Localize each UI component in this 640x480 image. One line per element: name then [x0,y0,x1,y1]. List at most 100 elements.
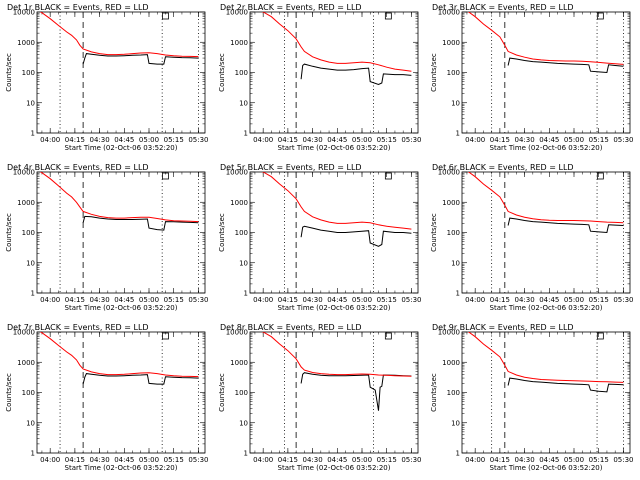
series-group [467,332,624,393]
chart-title: Det 8r BLACK = Events, RED = LLD [220,323,362,332]
x-tick-label: 04:15 [278,456,298,464]
y-axis-label: Counts/sec [5,213,13,252]
y-tick-label: 1000 [442,39,460,47]
x-tick-label: 04:15 [65,456,85,464]
square-marker [596,332,604,340]
y-tick-label: 10 [451,99,460,107]
x-axis-label: Start Time (02-Oct-06 03:52:20) [65,144,178,152]
x-axis-label: Start Time (02-Oct-06 03:52:20) [490,144,603,152]
x-tick-label: 04:15 [490,456,510,464]
x-tick-label: 05:30 [613,136,633,144]
series-events-line [507,57,624,74]
x-tick-label: 05:15 [589,296,609,304]
x-tick-label: 04:15 [65,136,85,144]
x-tick-label: 04:45 [114,456,134,464]
x-tick-label: 05:30 [401,136,421,144]
x-axis-label: Start Time (02-Oct-06 03:52:20) [278,304,391,312]
y-axis-label: Counts/sec [218,373,226,412]
series-lld-line [467,332,624,383]
x-tick-label: 05:15 [164,456,184,464]
y-tick-label: 100 [22,69,35,77]
x-tick-label: 04:45 [114,296,134,304]
plot-frame [36,331,206,454]
y-axis-label: Counts/sec [5,373,13,412]
plot-frame [461,331,631,454]
square-marker [162,332,169,340]
series-lld-line [261,172,412,230]
y-tick-label: 10 [26,259,35,267]
detector-panel-9: Det 9r BLACK = Events, RED = LLD 1 10 100 10… [430,323,634,472]
x-tick-label: 04:30 [89,456,109,464]
y-tick-label: 10 [239,259,248,267]
x-axis-label: Start Time (02-Oct-06 03:52:20) [490,464,603,472]
detector-panel-6: Det 6r BLACK = Events, RED = LLD 1 10 100 10… [430,163,634,312]
x-tick-label: 04:30 [302,136,322,144]
y-tick-label: 10000 [13,9,35,17]
x-tick-label: 04:45 [327,296,347,304]
x-tick-label: 05:00 [564,136,584,144]
x-tick-label: 04:00 [253,296,273,304]
y-tick-label: 1 [31,290,35,298]
x-axis-label: Start Time (02-Oct-06 03:52:20) [490,304,603,312]
x-tick-label: 04:00 [465,136,485,144]
detector-panel-2: Det 2r BLACK = Events, RED = LLD 1 10 100 10… [218,3,422,152]
series-group [39,332,199,385]
x-tick-label: 05:15 [164,296,184,304]
x-tick-label: 05:30 [613,456,633,464]
y-axis-label: Counts/sec [218,53,226,92]
x-tick-label: 04:45 [539,136,559,144]
y-tick-label: 10 [26,99,35,107]
chart-title: Det 4r BLACK = Events, RED = LLD [7,163,149,172]
square-marker [596,172,604,180]
y-tick-label: 1000 [230,199,248,207]
chart-title: Det 9r BLACK = Events, RED = LLD [432,323,574,332]
y-tick-label: 1000 [17,359,35,367]
y-tick-label: 1 [31,450,35,458]
x-tick-label: 05:00 [352,296,372,304]
x-tick-label: 05:00 [564,456,584,464]
square-marker [162,172,169,180]
x-tick-label: 05:15 [589,456,609,464]
y-tick-label: 10 [451,259,460,267]
series-group [261,12,412,86]
series-group [467,172,624,234]
x-tick-label: 04:00 [465,456,485,464]
x-axis-label: Start Time (02-Oct-06 03:52:20) [278,144,391,152]
y-tick-label: 10 [26,419,35,427]
y-tick-label: 10000 [438,169,460,177]
x-tick-label: 04:45 [539,296,559,304]
y-tick-label: 100 [22,229,35,237]
chart-title: Det 1r BLACK = Events, RED = LLD [7,3,149,12]
y-tick-label: 10000 [226,169,248,177]
x-tick-label: 04:00 [253,136,273,144]
y-axis-label: Counts/sec [430,373,438,412]
series-lld-line [39,332,199,378]
chart-title: Det 6r BLACK = Events, RED = LLD [432,163,574,172]
x-tick-label: 05:00 [139,456,159,464]
x-tick-label: 04:00 [40,136,60,144]
x-tick-label: 04:45 [539,456,559,464]
square-marker [384,332,392,340]
series-events-line [300,225,412,247]
y-tick-label: 1 [31,130,35,138]
x-tick-label: 04:15 [278,296,298,304]
x-axis-label: Start Time (02-Oct-06 03:52:20) [65,464,178,472]
x-tick-label: 04:30 [302,296,322,304]
y-tick-label: 10000 [226,329,248,337]
x-tick-label: 04:30 [514,296,534,304]
x-tick-label: 04:30 [89,136,109,144]
x-tick-label: 05:00 [564,296,584,304]
y-tick-label: 10000 [13,169,35,177]
series-lld-line [39,12,199,58]
x-tick-label: 04:30 [302,456,322,464]
x-tick-label: 05:15 [164,136,184,144]
series-lld-line [261,12,412,72]
x-tick-label: 05:15 [589,136,609,144]
detector-panel-3: Det 3r BLACK = Events, RED = LLD 1 10 100 10… [430,3,634,152]
chart-title: Det 2r BLACK = Events, RED = LLD [220,3,362,12]
series-group [39,12,199,65]
y-tick-label: 100 [22,389,35,397]
y-tick-label: 10000 [438,9,460,17]
y-tick-label: 100 [447,389,460,397]
